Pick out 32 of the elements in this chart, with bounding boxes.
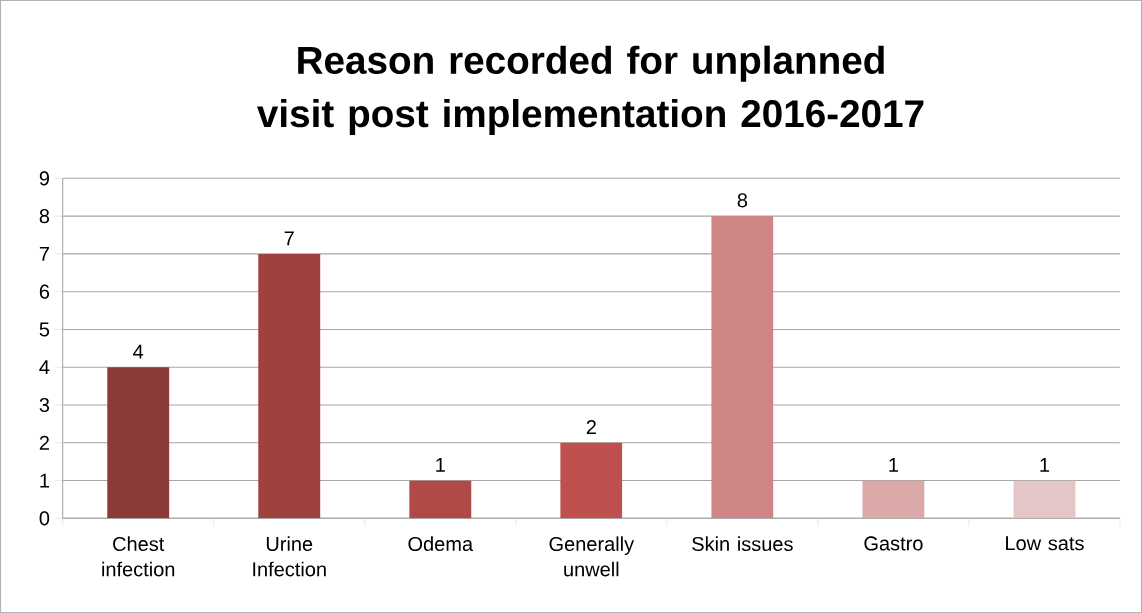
y-tick-label: 1 (40, 473, 49, 488)
y-tick-label: 4 (39, 360, 50, 375)
x-tick-label: Skin issues (692, 536, 793, 552)
bar (862, 480, 925, 519)
y-tick-label: 3 (39, 397, 50, 413)
bar (258, 253, 321, 519)
y-tick-label: 9 (39, 171, 50, 186)
x-tick-label: Low sats (1006, 536, 1084, 551)
bar (560, 442, 623, 519)
data-label: 1 (889, 458, 898, 472)
y-tick-label: 6 (39, 284, 50, 299)
data-label: 1 (1040, 458, 1050, 472)
bar (711, 216, 774, 519)
x-tick-label: Odema (408, 536, 474, 552)
y-tick-label: 2 (39, 435, 49, 450)
data-label: 2 (586, 420, 596, 435)
chart-title: Reason recorded for unplanned visit post implementation 2016-2017 (257, 45, 924, 136)
data-label: 8 (737, 193, 748, 208)
bar (409, 480, 472, 519)
y-tick-label: 7 (39, 247, 49, 261)
x-tick-label: Generally unwell (549, 536, 635, 577)
bar (107, 367, 170, 519)
x-tick-label: Chest infection (102, 536, 175, 577)
data-label: 1 (436, 458, 445, 472)
x-tick-label: Gastro (864, 536, 923, 551)
y-tick-label: 8 (39, 209, 50, 224)
x-tick-label: Urine Infection (253, 536, 326, 577)
data-label: 7 (284, 231, 294, 246)
data-label: 4 (133, 344, 144, 359)
y-tick-label: 0 (39, 511, 50, 526)
bar (1013, 480, 1076, 519)
y-tick-label: 5 (39, 322, 50, 337)
